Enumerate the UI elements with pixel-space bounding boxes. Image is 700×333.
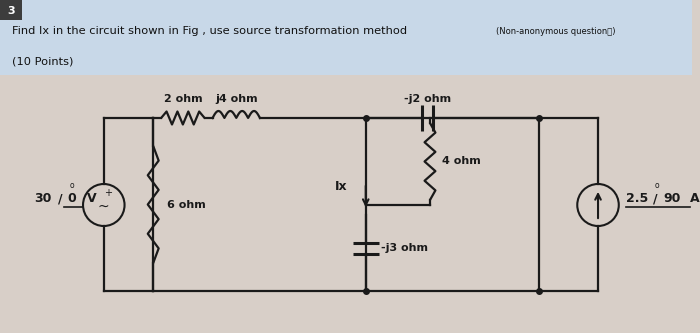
Text: 0: 0 bbox=[68, 192, 76, 205]
Text: 2.5: 2.5 bbox=[626, 192, 648, 205]
Text: Ix: Ix bbox=[335, 180, 348, 193]
Text: 30: 30 bbox=[34, 192, 51, 205]
Text: Find Ix in the circuit shown in Fig , use source transformation method: Find Ix in the circuit shown in Fig , us… bbox=[12, 26, 407, 36]
Text: -j3 ohm: -j3 ohm bbox=[381, 243, 428, 253]
Text: 90: 90 bbox=[664, 192, 680, 205]
Text: -j2 ohm: -j2 ohm bbox=[404, 94, 451, 104]
Text: ~: ~ bbox=[98, 200, 110, 214]
Text: +: + bbox=[104, 188, 112, 198]
Text: /: / bbox=[653, 192, 658, 205]
FancyBboxPatch shape bbox=[0, 0, 22, 20]
Text: j4 ohm: j4 ohm bbox=[215, 94, 258, 104]
Text: (10 Points): (10 Points) bbox=[12, 56, 74, 66]
Text: o: o bbox=[655, 180, 659, 189]
Text: (Non-anonymous questionⓘ): (Non-anonymous questionⓘ) bbox=[496, 27, 616, 36]
Text: 6 ohm: 6 ohm bbox=[167, 199, 206, 209]
Text: V: V bbox=[87, 192, 97, 205]
Text: A: A bbox=[690, 192, 699, 205]
FancyBboxPatch shape bbox=[0, 0, 692, 75]
Text: 2 ohm: 2 ohm bbox=[164, 94, 202, 104]
Text: 3: 3 bbox=[7, 6, 15, 16]
Text: o: o bbox=[70, 181, 74, 190]
Text: 4 ohm: 4 ohm bbox=[442, 157, 481, 166]
Text: /: / bbox=[58, 192, 62, 205]
